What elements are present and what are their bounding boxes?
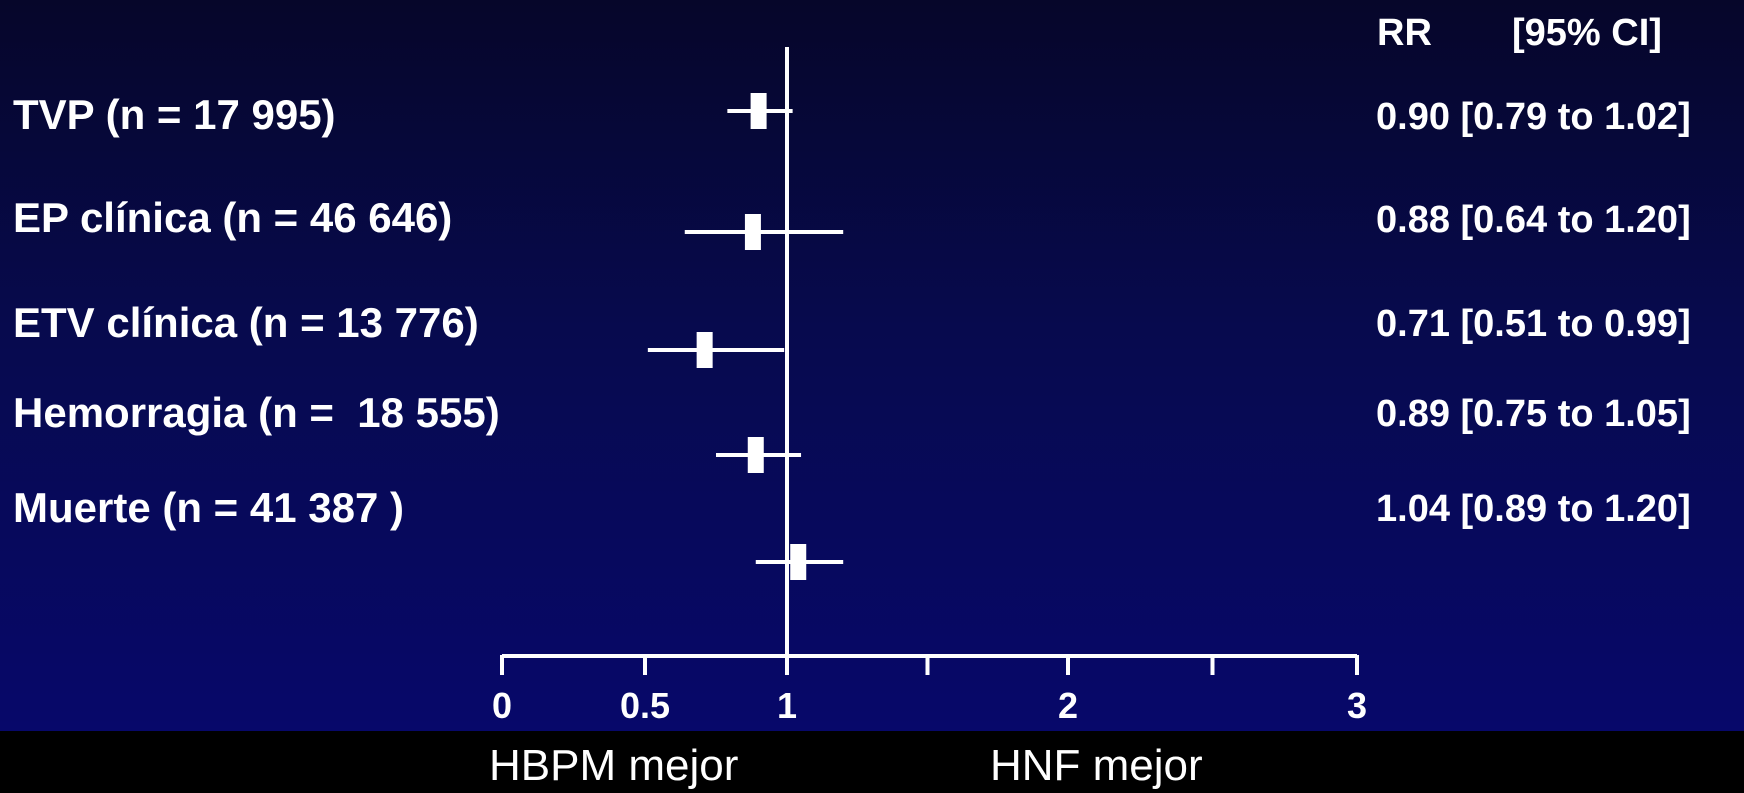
x-tick-label-1: 0.5 [620,685,670,726]
row-label-hemorragia: Hemorragia (n = 18 555) [13,389,500,436]
header-rr: RR [1377,12,1432,54]
row-label-muerte: Muerte (n = 41 387 ) [13,484,404,531]
row-label-ep: EP clínica (n = 46 646) [13,194,453,241]
x-tick-label-0: 0 [492,685,512,726]
point-estimate-0 [750,93,767,129]
row-label-tvp: TVP (n = 17 995) [13,91,336,138]
x-tick-label-2: 1 [777,685,797,726]
footer-bar [0,731,1744,793]
point-estimate-2 [696,332,713,368]
x-tick-label-3: 2 [1058,685,1078,726]
row-rr-hemorragia: 0.89 [0.75 to 1.05] [1376,393,1691,435]
row-label-etv: ETV clínica (n = 13 776) [13,299,479,346]
row-rr-tvp: 0.90 [0.79 to 1.02] [1376,96,1691,138]
header-ci: [95% CI] [1512,12,1662,54]
row-rr-muerte: 1.04 [0.89 to 1.20] [1376,488,1691,530]
point-estimate-1 [744,214,761,250]
forest-plot: 0 0.5 1 2 3 [492,47,1367,726]
slide-background: RR [95% CI] TVP (n = 17 995) EP clínica … [0,0,1744,731]
row-rr-ep: 0.88 [0.64 to 1.20] [1376,199,1691,241]
row-rr-etv: 0.71 [0.51 to 0.99] [1376,303,1691,345]
point-estimate-3 [747,437,764,473]
xlabel-left: HBPM mejor [489,741,739,790]
xlabel-right: HNF mejor [990,741,1203,790]
x-tick-label-4: 3 [1347,685,1367,726]
point-estimate-4 [790,544,807,580]
